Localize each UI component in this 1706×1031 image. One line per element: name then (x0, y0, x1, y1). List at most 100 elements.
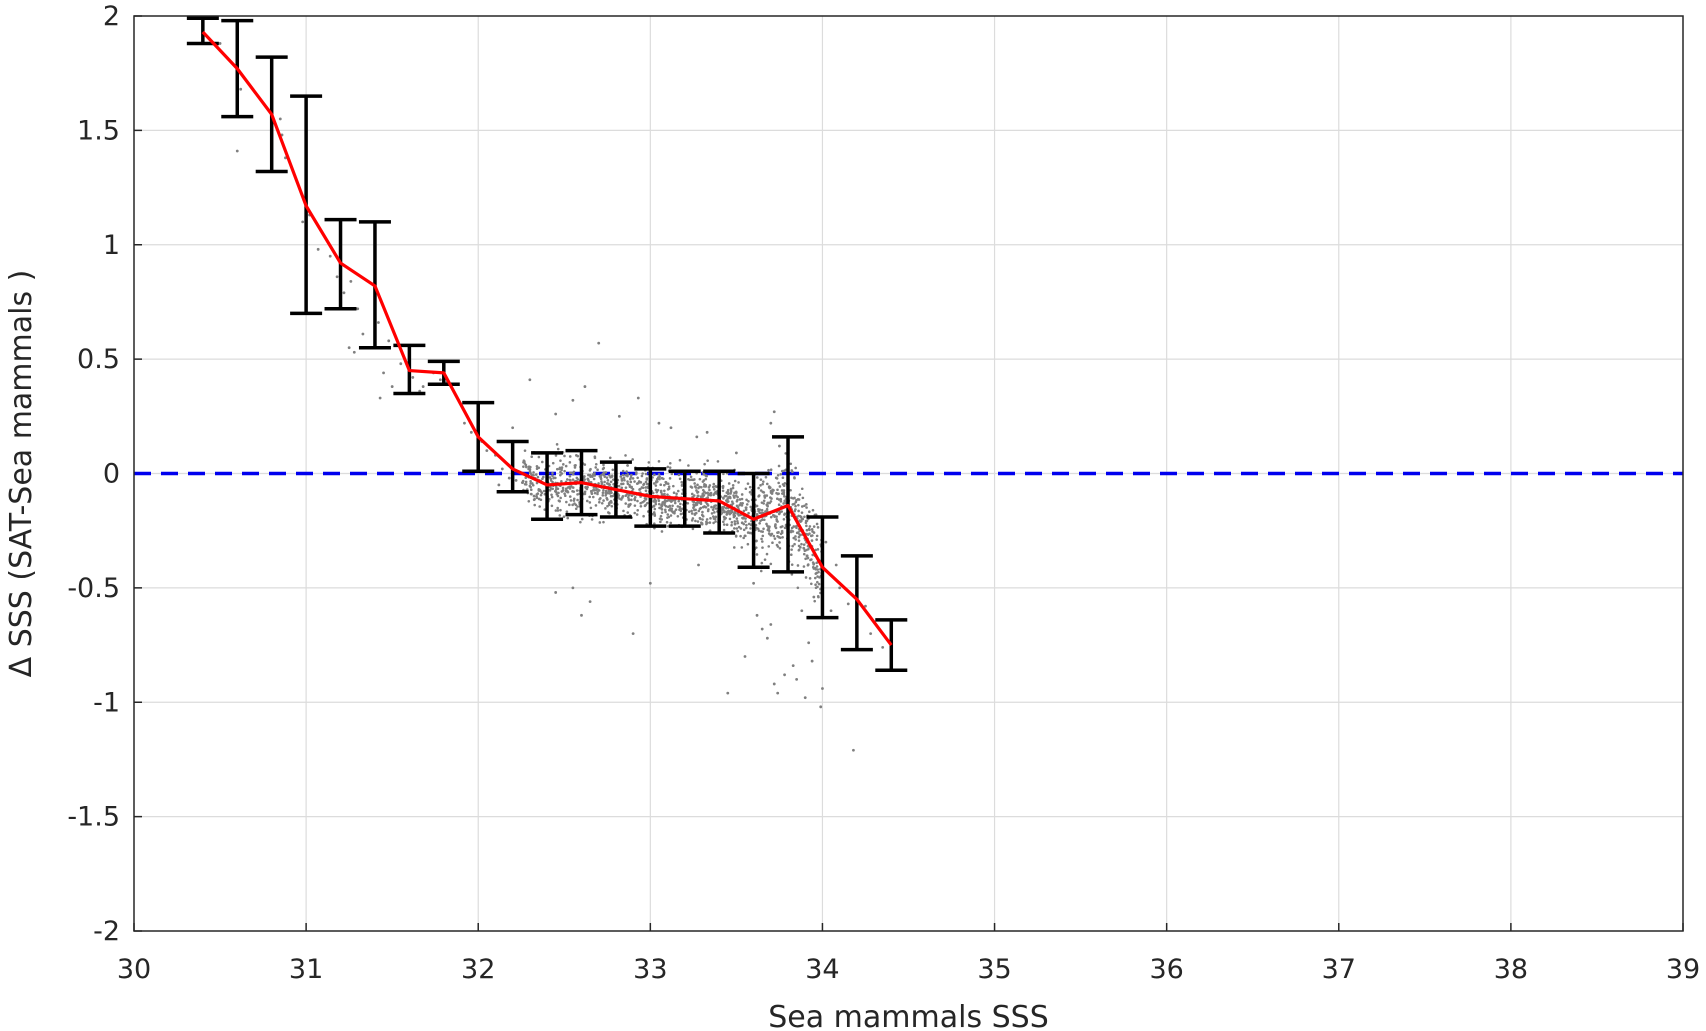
error-bars (186, 16, 908, 672)
scatter-point (737, 525, 741, 529)
scatter-point (539, 498, 543, 502)
scatter-point (568, 503, 571, 507)
scatter-point (606, 479, 610, 482)
scatter-point (783, 469, 786, 472)
scatter-point (588, 600, 592, 603)
scatter-point (809, 534, 813, 538)
scatter-point (780, 510, 783, 513)
scatter-point (776, 473, 780, 477)
scatter-point (593, 491, 597, 495)
scatter-point (744, 506, 748, 509)
scatter-point (812, 531, 816, 534)
scatter-point (804, 557, 807, 561)
scatter-point (633, 480, 636, 483)
scatter-point (559, 496, 562, 500)
scatter-point (550, 495, 554, 499)
scatter-point (583, 475, 586, 478)
scatter-point (804, 576, 808, 579)
scatter-point (724, 499, 728, 502)
scatter-point (538, 505, 541, 508)
scatter-point (752, 581, 755, 585)
scatter-point (500, 467, 504, 471)
scatter-point (590, 518, 594, 521)
scatter-point (776, 531, 780, 534)
scatter-point (610, 474, 614, 478)
scatter-point (721, 506, 724, 509)
scatter-point (617, 484, 621, 488)
scatter-point (556, 506, 559, 510)
scatter-point (558, 466, 562, 470)
scatter-point (657, 460, 661, 463)
scatter-point (775, 515, 778, 518)
scatter-point (783, 495, 786, 498)
scatter-point (772, 682, 776, 686)
scatter-point (421, 385, 425, 388)
scatter-point (800, 511, 804, 514)
scatter-point (666, 493, 669, 496)
scatter-point (620, 486, 624, 490)
scatter-point (535, 465, 539, 468)
scatter-point (810, 659, 814, 663)
scatter-point (617, 414, 621, 418)
scatter-point (695, 489, 698, 492)
scatter-point (602, 473, 606, 477)
scatter-point (621, 469, 625, 473)
scatter-point (725, 523, 729, 526)
scatter-point (810, 582, 813, 586)
scatter-point (469, 430, 473, 434)
scatter-point (653, 522, 656, 525)
scatter-point (720, 511, 724, 515)
scatter-point (669, 508, 673, 512)
scatter-point (746, 482, 750, 485)
scatter-point (774, 476, 778, 480)
scatter-point (742, 509, 746, 513)
scatter-point (597, 482, 600, 485)
scatter-point (655, 490, 659, 494)
scatter-point (731, 486, 735, 490)
scatter-points (218, 42, 885, 752)
scatter-point (537, 489, 541, 492)
scatter-point (597, 341, 601, 345)
x-tick-label: 36 (1149, 954, 1183, 985)
scatter-point (657, 502, 661, 506)
scatter-point (596, 468, 599, 472)
scatter-point (735, 527, 739, 530)
scatter-point (765, 507, 769, 511)
scatter-point (335, 275, 339, 279)
scatter-point (642, 499, 646, 503)
scatter-point (551, 471, 554, 475)
scatter-point (559, 473, 562, 477)
scatter-point (550, 504, 554, 508)
scatter-point (644, 489, 648, 493)
scatter-point (755, 476, 759, 479)
scatter-point (564, 464, 568, 468)
scatter-point (816, 548, 820, 551)
scatter-point (639, 501, 642, 505)
scatter-point (777, 503, 781, 506)
scatter-point (714, 515, 718, 519)
scatter-point (633, 504, 637, 507)
x-tick-label: 30 (117, 954, 151, 985)
scatter-point (701, 505, 705, 509)
scatter-point (747, 511, 750, 515)
scatter-point (726, 500, 730, 503)
scatter-point (568, 455, 572, 458)
scatter-point (749, 505, 753, 509)
scatter-point (658, 517, 662, 521)
scatter-point (575, 489, 579, 492)
scatter-point (757, 486, 760, 490)
scatter-point (669, 521, 673, 525)
scatter-point (676, 505, 680, 508)
scatter-point (769, 500, 773, 503)
scatter-point (869, 632, 873, 636)
scatter-point (722, 496, 725, 500)
scatter-point (669, 426, 673, 430)
scatter-point (689, 475, 693, 479)
scatter-point (762, 491, 766, 494)
scatter-point (593, 471, 596, 475)
scatter-point (601, 494, 605, 497)
scatter-point (626, 464, 629, 467)
scatter-point (695, 435, 699, 439)
scatter-point (778, 541, 781, 544)
scatter-point (821, 687, 824, 690)
